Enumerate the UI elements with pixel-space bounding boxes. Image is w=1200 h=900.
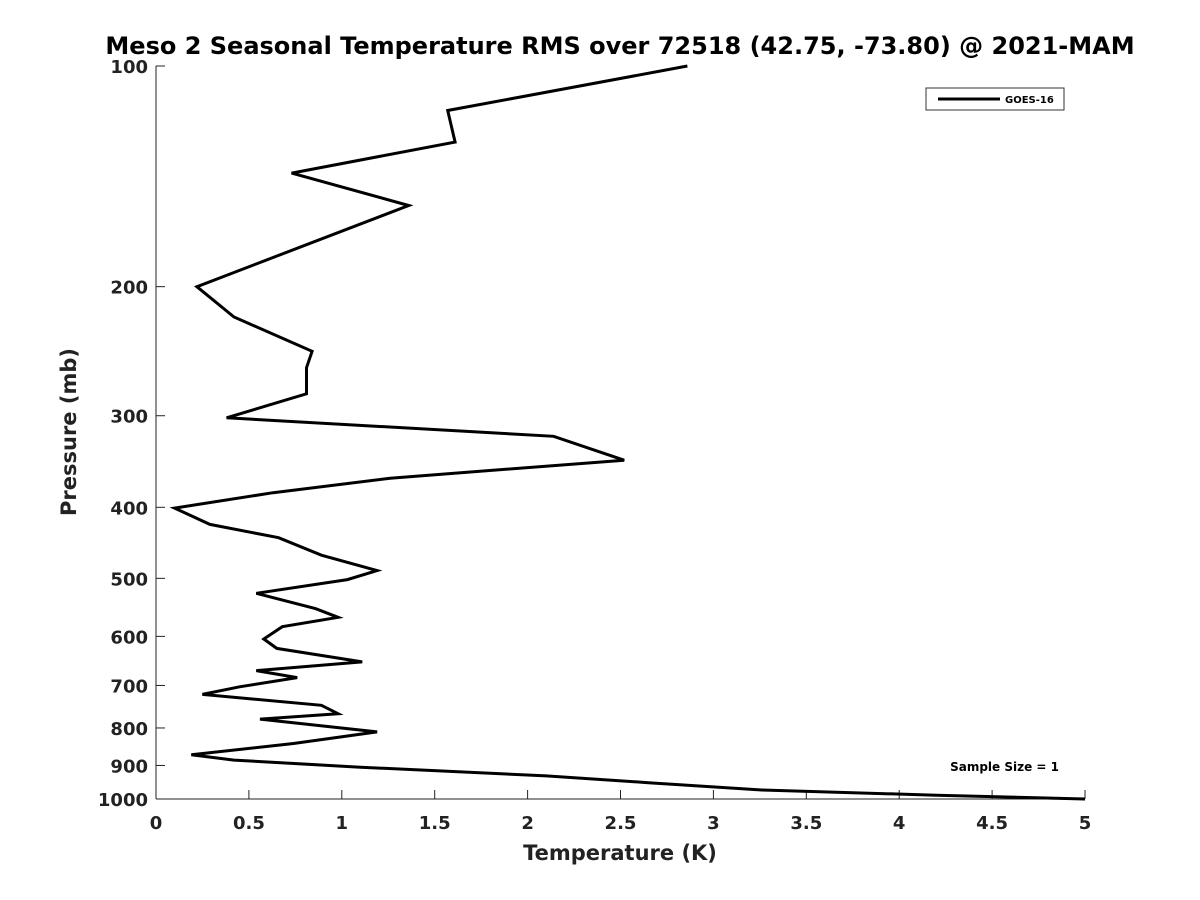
series-layer — [169, 64, 1086, 801]
y-tick-label: 600 — [110, 627, 148, 648]
x-tick-label: 1 — [336, 813, 349, 834]
y-tick-label: 100 — [110, 57, 148, 78]
x-tick-label: 1.5 — [419, 813, 451, 834]
series-line-goes-16 — [169, 64, 1086, 801]
plot-axes — [155, 66, 1085, 800]
y-tick-label: 300 — [110, 407, 148, 428]
y-tick-label: 400 — [110, 498, 148, 519]
x-tick-label: 2 — [521, 813, 534, 834]
x-ticks: 0 0.5 1 1.5 2 2.5 3 3.5 4 4.5 5 — [150, 790, 1092, 834]
y-tick-label: 200 — [110, 278, 148, 299]
x-tick-label: 3.5 — [790, 813, 822, 834]
y-tick-label: 900 — [110, 756, 148, 777]
legend-label-goes-16: GOES-16 — [1005, 95, 1054, 106]
legend: GOES-16 — [925, 87, 1065, 111]
y-tick-label: 800 — [110, 719, 148, 740]
x-tick-label: 3 — [707, 813, 720, 834]
sample-size-annotation: Sample Size = 1 — [950, 760, 1059, 774]
x-tick-label: 0.5 — [233, 813, 265, 834]
x-tick-label: 5 — [1079, 813, 1092, 834]
y-ticks: 100 200 300 400 500 600 700 800 900 1000 — [98, 57, 165, 811]
y-tick-label: 1000 — [98, 790, 148, 811]
x-tick-label: 2.5 — [605, 813, 637, 834]
y-tick-label: 500 — [110, 569, 148, 590]
x-tick-label: 0 — [150, 813, 163, 834]
y-axis-label: Pressure (mb) — [57, 348, 81, 516]
x-tick-label: 4.5 — [976, 813, 1008, 834]
y-tick-label: 700 — [110, 676, 148, 697]
x-tick-label: 4 — [893, 813, 906, 834]
x-axis-label: Temperature (K) — [523, 841, 717, 865]
chart-title: Meso 2 Seasonal Temperature RMS over 725… — [105, 32, 1134, 60]
